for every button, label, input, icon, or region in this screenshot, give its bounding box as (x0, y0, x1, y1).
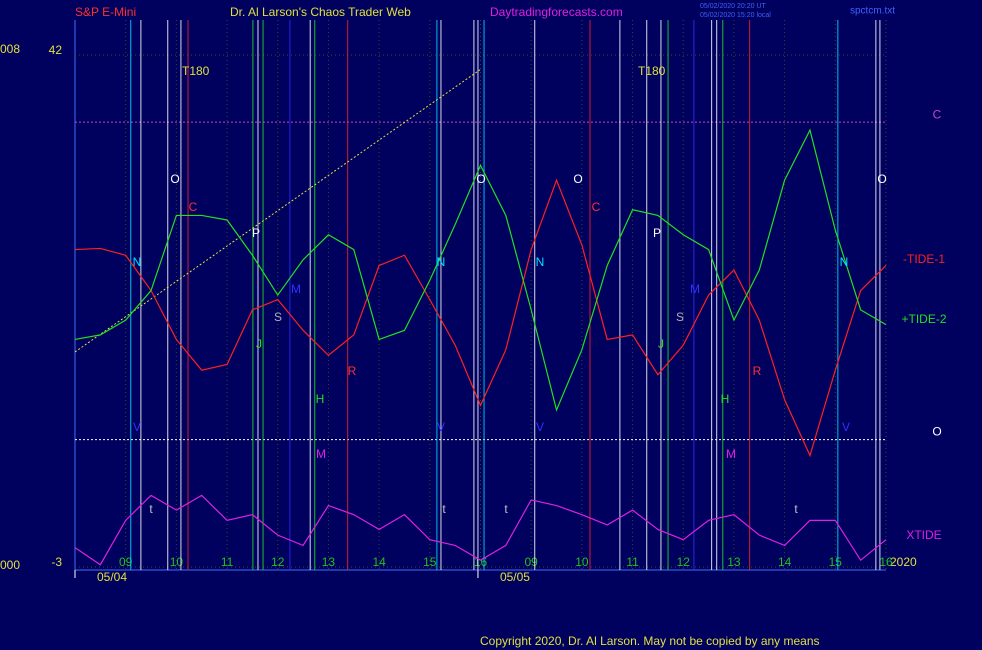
annotation: S (676, 310, 684, 324)
x-tick-label: 11 (626, 555, 639, 569)
annotation: R (753, 364, 762, 378)
annotation: H (316, 392, 325, 406)
annotation: M (316, 447, 326, 461)
annotation: T180 (638, 64, 666, 78)
annotation: O (877, 172, 886, 186)
x-tick-label: 12 (677, 555, 691, 569)
x-tick-label: 13 (322, 555, 336, 569)
annotation: J (658, 337, 664, 351)
x-tick-label: 11 (221, 555, 234, 569)
annotation: N (133, 255, 142, 269)
annotation: M (291, 282, 301, 296)
series-line (74, 494, 887, 566)
annotation: C (592, 200, 601, 214)
annotation: O (170, 172, 179, 186)
x-tick-label: 12 (271, 555, 285, 569)
stamp: 05/02/2020 20:20 UT (700, 3, 766, 10)
x-tick-label: 09 (525, 555, 539, 569)
date-label: 05/05 (500, 570, 530, 584)
x-tick-label: 14 (372, 555, 386, 569)
x-tick-label: 13 (727, 555, 741, 569)
y-tick-label: 42 (49, 43, 63, 57)
left-label: 008 (0, 42, 20, 56)
series-line (74, 178, 887, 458)
annotation: T180 (182, 64, 210, 78)
annotation: V (842, 420, 850, 434)
annotation: P (252, 226, 260, 240)
annotation: V (437, 420, 445, 434)
annotation: V (536, 420, 544, 434)
annotation: H (721, 392, 730, 406)
legend-label: XTIDE (906, 528, 941, 542)
annotation: V (133, 420, 141, 434)
annotation: M (690, 282, 700, 296)
x-tick-label: 10 (170, 555, 184, 569)
annotation: N (536, 255, 545, 269)
x-tick-label: 14 (778, 555, 792, 569)
x-tick-label: 16 (879, 555, 893, 569)
legend-label: +TIDE-2 (901, 312, 946, 326)
annotation: t (504, 502, 508, 516)
annotation: O (573, 172, 582, 186)
x-tick-label: 15 (423, 555, 437, 569)
annotation: C (189, 200, 198, 214)
level-label: C (933, 107, 942, 121)
annotation: R (348, 364, 357, 378)
y-tick-label: -3 (51, 555, 62, 569)
annotation: N (437, 255, 446, 269)
stamp: 05/02/2020 15:20 local (700, 12, 771, 19)
subtitle: Dr. Al Larson's Chaos Trader Web (230, 5, 411, 19)
site: Daytradingforecasts.com (490, 5, 623, 19)
annotation: O (476, 172, 485, 186)
annotation: P (653, 226, 661, 240)
annotation: J (256, 337, 262, 351)
x-tick-label: 10 (575, 555, 589, 569)
annotation: S (274, 310, 282, 324)
annotation: N (840, 255, 849, 269)
year: 2020 (890, 555, 917, 569)
x-tick-label: 15 (829, 555, 843, 569)
chart-title: S&P E-Mini (75, 5, 136, 19)
legend-label: -TIDE-1 (903, 252, 945, 266)
x-tick-label: 09 (119, 555, 133, 569)
annotation: t (794, 502, 798, 516)
series-line (74, 128, 887, 412)
level-label: O (932, 425, 941, 439)
file-name: spctcm.txt (850, 6, 895, 17)
date-label: 05/04 (97, 570, 127, 584)
copyright: Copyright 2020, Dr. Al Larson. May not b… (480, 634, 820, 648)
annotation: M (726, 447, 736, 461)
annotation: t (442, 502, 446, 516)
annotation: t (149, 502, 153, 516)
left-label: 000 (0, 558, 20, 572)
